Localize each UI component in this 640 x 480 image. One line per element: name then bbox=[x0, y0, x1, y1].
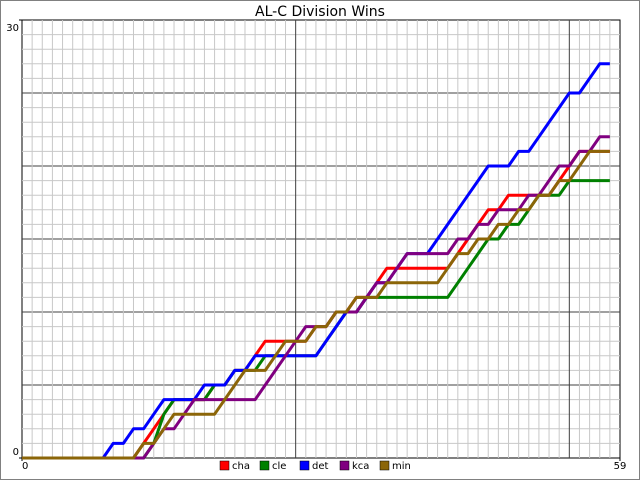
legend-swatch bbox=[299, 460, 310, 471]
y-tick-label: 0 bbox=[13, 447, 19, 458]
legend-swatch bbox=[259, 460, 270, 471]
chart-title: AL-C Division Wins bbox=[255, 4, 385, 20]
x-tick-label: 59 bbox=[614, 461, 627, 472]
legend-swatch bbox=[379, 460, 390, 471]
legend-label: cle bbox=[272, 461, 286, 472]
legend-swatch bbox=[219, 460, 230, 471]
legend-label: cha bbox=[232, 461, 250, 472]
series-line bbox=[22, 149, 610, 460]
y-tick-label: 30 bbox=[6, 23, 19, 34]
x-tick-label: 0 bbox=[22, 461, 28, 472]
legend-label: kca bbox=[352, 461, 369, 472]
legend-label: det bbox=[312, 461, 329, 472]
legend-label: min bbox=[392, 461, 411, 472]
series-line bbox=[22, 62, 610, 460]
legend-swatch bbox=[339, 460, 350, 471]
